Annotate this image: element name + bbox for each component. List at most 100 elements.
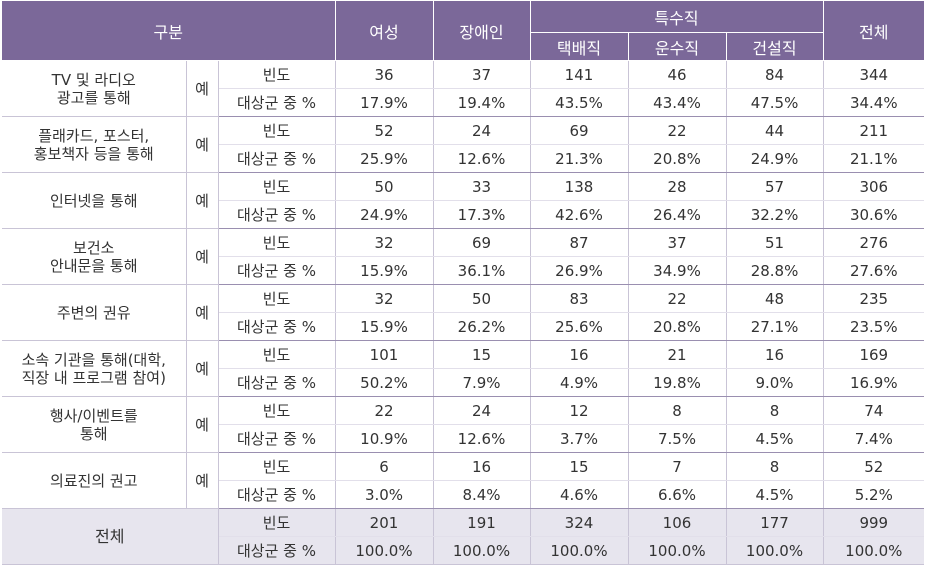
header-total: 전체 — [823, 1, 925, 61]
freq-value-cell: 15 — [433, 340, 531, 369]
pct-value-cell: 32.2% — [726, 200, 824, 229]
pct-value-cell: 43.5% — [530, 88, 629, 117]
pct-value-cell: 50.2% — [335, 368, 434, 397]
yes-label: 예 — [186, 452, 219, 509]
freq-value-cell: 16 — [530, 340, 629, 369]
freq-value-cell: 16 — [726, 340, 824, 369]
pct-value-cell: 28.8% — [726, 256, 824, 285]
pct-value-cell: 4.5% — [726, 480, 824, 509]
pct-value-cell: 100.0% — [335, 536, 434, 565]
freq-value-cell: 235 — [823, 284, 925, 313]
freq-value-cell: 33 — [433, 172, 531, 201]
freq-value-cell: 50 — [335, 172, 434, 201]
freq-value-cell: 37 — [433, 60, 531, 89]
pct-label: 대상군 중 % — [218, 424, 336, 453]
freq-value-cell: 32 — [335, 228, 434, 257]
freq-value-cell: 44 — [726, 116, 824, 145]
freq-value-cell: 51 — [726, 228, 824, 257]
freq-value-cell: 8 — [726, 396, 824, 425]
freq-value-cell: 48 — [726, 284, 824, 313]
pct-value-cell: 9.0% — [726, 368, 824, 397]
pct-value-cell: 25.9% — [335, 144, 434, 173]
freq-value-cell: 69 — [530, 116, 629, 145]
table-row: 플래카드, 포스터, 홍보책자 등을 통해 예 빈도 52 24 69 22 44 211 — [2, 116, 925, 173]
freq-value-cell: 8 — [726, 452, 824, 481]
pct-value-cell: 24.9% — [335, 200, 434, 229]
yes-label: 예 — [186, 172, 219, 229]
freq-value-cell: 22 — [628, 284, 727, 313]
row-category-label: 플래카드, 포스터, 홍보책자 등을 통해 — [2, 116, 187, 173]
freq-value-cell: 36 — [335, 60, 434, 89]
pct-value-cell: 43.4% — [628, 88, 727, 117]
freq-value-cell: 22 — [335, 396, 434, 425]
pct-value-cell: 23.5% — [823, 312, 925, 341]
freq-value-cell: 21 — [628, 340, 727, 369]
pct-value-cell: 3.0% — [335, 480, 434, 509]
table-row: 대상군 중 % 25.9% 12.6% 21.3% 20.8% 24.9% 21.1% — [2, 144, 925, 173]
pct-label: 대상군 중 % — [218, 200, 336, 229]
freq-value-cell: 101 — [335, 340, 434, 369]
pct-value-cell: 30.6% — [823, 200, 925, 229]
freq-value-cell: 306 — [823, 172, 925, 201]
pct-label: 대상군 중 % — [218, 368, 336, 397]
freq-label: 빈도 — [218, 172, 336, 201]
table-body: TV 및 라디오 광고를 통해 예 빈도 36 37 141 46 84 344 대상군 중 % 1… — [2, 60, 925, 565]
freq-value-cell: 16 — [433, 452, 531, 481]
table-row: 대상군 중 % 15.9% 36.1% 26.9% 34.9% 28.8% 27.6% — [2, 256, 925, 285]
pct-value-cell: 36.1% — [433, 256, 531, 285]
pct-value-cell: 21.3% — [530, 144, 629, 173]
pct-value-cell: 16.9% — [823, 368, 925, 397]
freq-value-cell: 106 — [628, 508, 727, 537]
pct-value-cell: 19.8% — [628, 368, 727, 397]
pct-value-cell: 10.9% — [335, 424, 434, 453]
row-category-label: 보건소 안내문을 통해 — [2, 228, 187, 285]
freq-value-cell: 52 — [335, 116, 434, 145]
pct-value-cell: 12.6% — [433, 424, 531, 453]
freq-label: 빈도 — [218, 508, 336, 537]
freq-value-cell: 15 — [530, 452, 629, 481]
pct-value-cell: 100.0% — [433, 536, 531, 565]
freq-value-cell: 84 — [726, 60, 824, 89]
freq-value-cell: 6 — [335, 452, 434, 481]
freq-value-cell: 177 — [726, 508, 824, 537]
pct-value-cell: 24.9% — [726, 144, 824, 173]
pct-value-cell: 27.1% — [726, 312, 824, 341]
freq-value-cell: 32 — [335, 284, 434, 313]
pct-value-cell: 100.0% — [530, 536, 629, 565]
pct-value-cell: 15.9% — [335, 256, 434, 285]
pct-value-cell: 47.5% — [726, 88, 824, 117]
row-category-label: 행사/이벤트를 통해 — [2, 396, 187, 453]
pct-label: 대상군 중 % — [218, 536, 336, 565]
table-row: 대상군 중 % 24.9% 17.3% 42.6% 26.4% 32.2% 30.6% — [2, 200, 925, 229]
pct-value-cell: 7.9% — [433, 368, 531, 397]
table-row: 대상군 중 % 10.9% 12.6% 3.7% 7.5% 4.5% 7.4% — [2, 424, 925, 453]
table-row: 보건소 안내문을 통해 예 빈도 32 69 87 37 51 276 — [2, 228, 925, 285]
freq-value-cell: 87 — [530, 228, 629, 257]
freq-value-cell: 69 — [433, 228, 531, 257]
table-row: 대상군 중 % 3.0% 8.4% 4.6% 6.6% 4.5% 5.2% — [2, 480, 925, 509]
pct-label: 대상군 중 % — [218, 312, 336, 341]
pct-value-cell: 26.4% — [628, 200, 727, 229]
yes-label: 예 — [186, 396, 219, 453]
pct-value-cell: 17.3% — [433, 200, 531, 229]
freq-value-cell: 7 — [628, 452, 727, 481]
table-row: 행사/이벤트를 통해 예 빈도 22 24 12 8 8 74 — [2, 396, 925, 453]
pct-value-cell: 20.8% — [628, 144, 727, 173]
freq-value-cell: 28 — [628, 172, 727, 201]
pct-label: 대상군 중 % — [218, 144, 336, 173]
table-row: TV 및 라디오 광고를 통해 예 빈도 36 37 141 46 84 344 — [2, 60, 925, 117]
freq-label: 빈도 — [218, 116, 336, 145]
pct-value-cell: 12.6% — [433, 144, 531, 173]
pct-value-cell: 8.4% — [433, 480, 531, 509]
pct-value-cell: 4.9% — [530, 368, 629, 397]
freq-value-cell: 169 — [823, 340, 925, 369]
freq-value-cell: 8 — [628, 396, 727, 425]
yes-label: 예 — [186, 116, 219, 173]
pct-value-cell: 3.7% — [530, 424, 629, 453]
header-category: 구분 — [2, 1, 336, 61]
pct-value-cell: 100.0% — [726, 536, 824, 565]
yes-label: 예 — [186, 60, 219, 117]
pct-value-cell: 42.6% — [530, 200, 629, 229]
pct-label: 대상군 중 % — [218, 256, 336, 285]
